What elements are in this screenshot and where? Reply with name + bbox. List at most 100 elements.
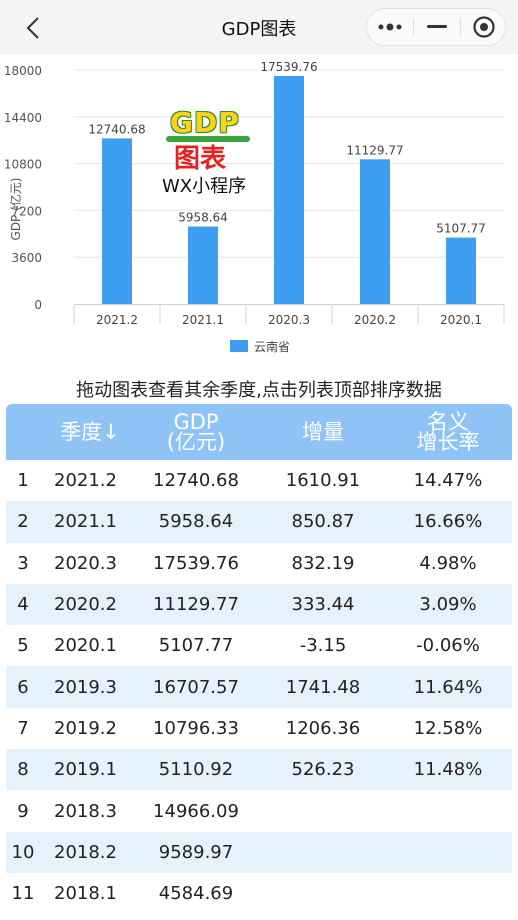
increase-cell: 333.44 (291, 594, 355, 616)
back-button[interactable] (20, 14, 48, 42)
y-tick-label: 3600 (11, 251, 42, 265)
table-row[interactable]: 9 2018.3 14966.09 (6, 790, 512, 831)
gdp-cell: 11129.77 (153, 594, 239, 616)
sort-quarter-header[interactable]: 季度↓ (46, 404, 134, 460)
rate-cell: -0.06% (416, 635, 480, 657)
table-row[interactable]: 5 2020.1 5107.77 -3.15 -0.06% (6, 625, 512, 666)
table-row[interactable]: 11 2018.1 4584.69 (6, 873, 512, 914)
mini-program-capsule (366, 8, 506, 46)
table-row[interactable]: 4 2020.2 11129.77 333.44 3.09% (6, 583, 512, 626)
increase-cell: -3.15 (299, 635, 347, 657)
gdp-cell: 17539.76 (153, 552, 239, 574)
bar-2020.1[interactable] (446, 237, 476, 304)
gdp-cell: 5107.77 (158, 635, 234, 657)
logo-swoosh (166, 136, 250, 142)
row-index: 5 (17, 635, 29, 657)
row-index: 6 (17, 676, 29, 698)
row-index: 4 (17, 594, 29, 616)
data-label: 17539.76 (260, 60, 317, 74)
increase-cell: 832.19 (291, 552, 355, 574)
table-header: 季度↓ GDP (亿元) 增量 名义 增长率 (6, 404, 512, 460)
x-tick-label: 2021.1 (182, 313, 224, 327)
logo-text-wx: WX小程序 (162, 176, 247, 197)
quarter-cell: 2020.2 (54, 594, 117, 616)
quarter-cell: 2018.1 (54, 883, 117, 905)
gdp-bar-chart[interactable]: 18000 14400 10800 7200 3600 0 GDP (亿元) 12740.68… (0, 54, 518, 366)
capsule-divider (413, 18, 414, 36)
gdp-cell: 4584.69 (158, 883, 234, 905)
rate-cell (390, 873, 506, 914)
quarter-cell: 2019.1 (54, 759, 117, 781)
increase-cell: 1206.36 (285, 717, 361, 739)
table-row[interactable]: 7 2019.2 10796.33 1206.36 12.58% (6, 708, 512, 749)
quarter-cell: 2020.3 (54, 552, 117, 574)
legend-swatch[interactable] (230, 340, 248, 352)
bar-2021.2[interactable] (102, 138, 132, 304)
increase-cell: 850.87 (291, 511, 355, 533)
increase-cell: 1610.91 (285, 470, 361, 492)
logo-text-gdp: GDP (170, 106, 240, 139)
gdp-cell: 5958.64 (158, 511, 234, 533)
quarter-cell: 2020.1 (54, 635, 117, 657)
quarter-cell: 2021.1 (54, 511, 117, 533)
row-index: 3 (17, 552, 29, 574)
increase-cell (268, 873, 378, 914)
increase-cell (268, 832, 378, 873)
gdp-table: 季度↓ GDP (亿元) 增量 名义 增长率 1 2021.2 12740.68 16… (6, 404, 512, 914)
more-button[interactable] (367, 9, 413, 45)
target-circle-icon (473, 16, 495, 38)
table-row[interactable]: 2 2021.1 5958.64 850.87 16.66% (6, 501, 512, 543)
rate-header-label-line2: 增长率 (416, 430, 480, 454)
rate-cell: 3.09% (419, 594, 477, 616)
bar-2020.2[interactable] (360, 159, 390, 304)
gdp-header-label-line1: GDP (173, 410, 219, 434)
minus-icon (427, 25, 447, 28)
chevron-left-icon (26, 17, 39, 39)
rate-cell: 12.58% (413, 717, 483, 739)
quarter-cell: 2019.2 (54, 717, 117, 739)
table-body: 1 2021.2 12740.68 1610.91 14.47% 2 2021.1 5958.… (6, 460, 512, 914)
data-label: 5958.64 (178, 211, 228, 225)
row-index: 9 (17, 800, 29, 822)
rate-cell: 11.64% (413, 676, 483, 698)
row-index: 8 (17, 759, 29, 781)
bar-2020.3[interactable] (274, 75, 304, 304)
gdp-chart-logo: GDP 图表 WX小程序 (160, 106, 256, 197)
chart-canvas[interactable]: 18000 14400 10800 7200 3600 0 GDP (亿元) 12740.68… (0, 54, 518, 366)
data-label: 5107.77 (436, 222, 486, 236)
minimize-button[interactable] (414, 9, 460, 45)
rate-cell (390, 832, 506, 873)
quarter-cell: 2019.3 (54, 676, 117, 698)
sort-rate-header[interactable]: 名义 增长率 (390, 404, 506, 460)
sort-increase-header[interactable]: 增量 (268, 404, 378, 460)
gdp-cell: 9589.97 (158, 841, 234, 863)
rate-cell: 16.66% (413, 511, 483, 533)
row-index: 7 (17, 717, 29, 739)
increase-cell: 526.23 (291, 759, 355, 781)
x-tick-label: 2020.3 (268, 313, 310, 327)
page-title: GDP图表 (221, 19, 297, 40)
rate-cell (390, 790, 506, 831)
table-row[interactable]: 10 2018.2 9589.97 (6, 831, 512, 873)
bar-2021.1[interactable] (188, 226, 218, 304)
y-tick-label: 0 (34, 298, 42, 312)
rate-cell: 11.48% (413, 759, 483, 781)
table-row[interactable]: 6 2019.3 16707.57 1741.48 11.64% (6, 666, 512, 708)
row-index: 10 (11, 841, 35, 863)
capsule-divider (460, 18, 461, 36)
table-row[interactable]: 8 2019.1 5110.92 526.23 11.48% (6, 749, 512, 791)
more-dots-icon (378, 23, 402, 31)
rate-cell: 14.47% (413, 470, 483, 492)
drag-hint: 拖动图表查看其余季度,点击列表顶部排序数据 (76, 380, 442, 401)
quarter-header-label: 季度↓ (60, 420, 120, 444)
table-row[interactable]: 3 2020.3 17539.76 832.19 4.98% (6, 543, 512, 584)
sort-gdp-header[interactable]: GDP (亿元) (142, 404, 250, 460)
table-row[interactable]: 1 2021.2 12740.68 1610.91 14.47% (6, 460, 512, 501)
data-label: 11129.77 (346, 143, 403, 157)
gdp-cell: 12740.68 (153, 470, 239, 492)
legend-label[interactable]: 云南省 (254, 339, 290, 354)
close-button[interactable] (461, 9, 507, 45)
row-index: 11 (11, 883, 35, 905)
rate-header-label-line1: 名义 (427, 410, 469, 434)
logo-text-chart: 图表 (174, 144, 227, 174)
